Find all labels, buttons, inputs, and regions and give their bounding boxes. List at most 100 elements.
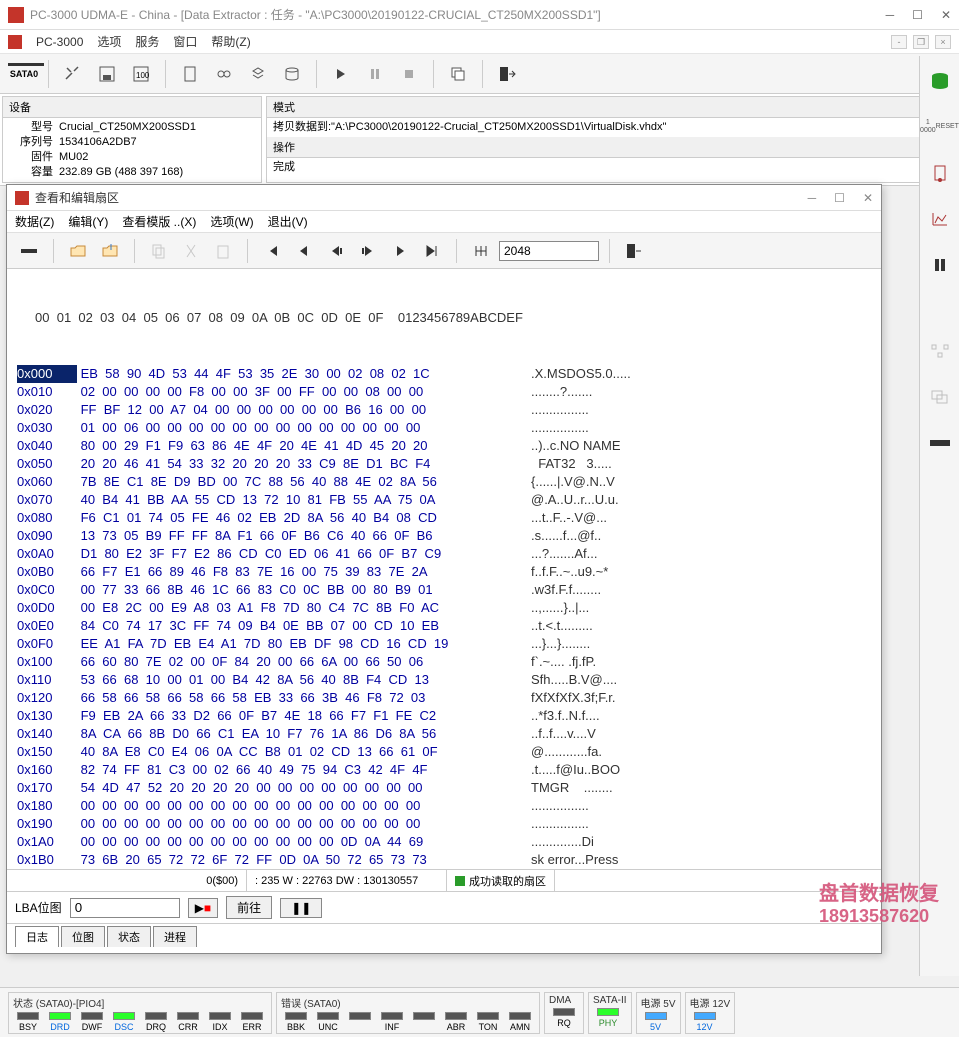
tab-bitmap[interactable]: 位图: [61, 926, 105, 947]
statusbar: 状态 (SATA0)-[PIO4]BSYDRDDWFDSCDRQCRRIDXER…: [0, 987, 959, 1037]
connector-sidebar-icon[interactable]: [927, 430, 953, 456]
hex-next-icon[interactable]: [386, 237, 414, 265]
hex-row[interactable]: 0x030 01 00 06 00 00 00 00 00 00 00 00 0…: [17, 419, 871, 437]
exit-icon[interactable]: [491, 58, 523, 90]
status-led: INF: [377, 1012, 407, 1032]
tab-status[interactable]: 状态: [107, 926, 151, 947]
document-icon[interactable]: [174, 58, 206, 90]
hex-menu-edit[interactable]: 编辑(Y): [68, 213, 108, 230]
windows-icon[interactable]: [927, 384, 953, 410]
menu-help[interactable]: 帮助(Z): [211, 33, 250, 50]
hex-row[interactable]: 0x020 FF BF 12 00 A7 04 00 00 00 00 00 0…: [17, 401, 871, 419]
hex-row[interactable]: 0x120 66 58 66 58 66 58 66 58 EB 33 66 3…: [17, 689, 871, 707]
tab-log[interactable]: 日志: [15, 926, 59, 947]
stop-icon[interactable]: [393, 58, 425, 90]
hex-goto-input[interactable]: [499, 241, 599, 261]
hex-prev-icon[interactable]: [290, 237, 318, 265]
hex-menu-template[interactable]: 查看模版 ..(X): [122, 213, 196, 230]
hex-menu-data[interactable]: 数据(Z): [15, 213, 54, 230]
hex-row[interactable]: 0x080 F6 C1 01 74 05 FE 46 02 EB 2D 8A 5…: [17, 509, 871, 527]
hex-open-icon[interactable]: [64, 237, 92, 265]
chip-icon[interactable]: [927, 160, 953, 186]
hex-row[interactable]: 0x0C0 00 77 33 66 8B 46 1C 66 83 C0 0C B…: [17, 581, 871, 599]
hex-row[interactable]: 0x190 00 00 00 00 00 00 00 00 00 00 00 0…: [17, 815, 871, 833]
menu-service[interactable]: 服务: [135, 33, 159, 50]
status-led: PHY: [593, 1008, 623, 1028]
hex-row[interactable]: 0x140 8A CA 66 8B D0 66 C1 EA 10 F7 76 1…: [17, 725, 871, 743]
hex-row[interactable]: 0x180 00 00 00 00 00 00 00 00 00 00 00 0…: [17, 797, 871, 815]
hex-row[interactable]: 0x090 13 73 05 B9 FF FF 8A F1 66 0F B6 C…: [17, 527, 871, 545]
hex-row[interactable]: 0x0F0 EE A1 FA 7D EB E4 A1 7D 80 EB DF 9…: [17, 635, 871, 653]
menu-options[interactable]: 选项: [97, 33, 121, 50]
hex-close[interactable]: ✕: [863, 191, 873, 205]
hex-last-icon[interactable]: [418, 237, 446, 265]
hex-row[interactable]: 0x100 66 60 80 7E 02 00 0F 84 20 00 66 6…: [17, 653, 871, 671]
lba-flag-button[interactable]: ▶■: [188, 898, 218, 918]
minimize-button[interactable]: ─: [886, 8, 895, 22]
disk-icon[interactable]: [276, 58, 308, 90]
chart-icon[interactable]: [927, 206, 953, 232]
menubar-app-icon: [8, 35, 22, 49]
drive-icon[interactable]: [927, 68, 953, 94]
play-icon[interactable]: [325, 58, 357, 90]
hex-view[interactable]: 00 01 02 03 04 05 06 07 08 09 0A 0B 0C 0…: [7, 269, 881, 869]
hex-exit-icon[interactable]: [620, 237, 648, 265]
pause-sidebar-icon[interactable]: [927, 252, 953, 278]
hex-row[interactable]: 0x070 40 B4 41 BB AA 55 CD 13 72 10 81 F…: [17, 491, 871, 509]
hex-row[interactable]: 0x000 EB 58 90 4D 53 44 4F 53 35 2E 30 0…: [17, 365, 871, 383]
percent-icon[interactable]: 100: [125, 58, 157, 90]
hex-row[interactable]: 0x050 20 20 46 41 54 33 32 20 20 20 33 C…: [17, 455, 871, 473]
maximize-button[interactable]: ☐: [912, 8, 923, 22]
hex-row[interactable]: 0x160 82 74 FF 81 C3 00 02 66 40 49 75 9…: [17, 761, 871, 779]
mdi-minimize[interactable]: -: [891, 35, 907, 49]
tree-icon[interactable]: [927, 338, 953, 364]
hex-row[interactable]: 0x1B0 73 6B 20 65 72 72 6F 72 FF 0D 0A 5…: [17, 851, 871, 869]
save-icon[interactable]: [91, 58, 123, 90]
hex-row[interactable]: 0x060 7B 8E C1 8E D9 BD 00 7C 88 56 40 8…: [17, 473, 871, 491]
pause-icon[interactable]: [359, 58, 391, 90]
hex-row[interactable]: 0x130 F9 EB 2A 66 33 D2 66 0F B7 4E 18 6…: [17, 707, 871, 725]
lba-go-button[interactable]: 前往: [226, 896, 272, 919]
hex-row[interactable]: 0x0E0 84 C0 74 17 3C FF 74 09 B4 0E BB 0…: [17, 617, 871, 635]
operation-value: 完成: [267, 158, 956, 177]
hex-row[interactable]: 0x010 02 00 00 00 00 F8 00 00 3F 00 FF 0…: [17, 383, 871, 401]
hex-maximize[interactable]: ☐: [834, 191, 845, 205]
hex-row[interactable]: 0x0B0 66 F7 E1 66 89 46 F8 83 7E 16 00 7…: [17, 563, 871, 581]
hex-menu-options[interactable]: 选项(W): [210, 213, 253, 230]
reset-icon[interactable]: 10000RESET: [927, 114, 953, 140]
mdi-restore[interactable]: ❐: [913, 35, 929, 49]
copy-icon[interactable]: [442, 58, 474, 90]
hex-prev2-icon[interactable]: [322, 237, 350, 265]
mdi-close[interactable]: ×: [935, 35, 951, 49]
hex-menu-exit[interactable]: 退出(V): [268, 213, 308, 230]
hex-next2-icon[interactable]: [354, 237, 382, 265]
binoculars-icon[interactable]: [208, 58, 240, 90]
close-button[interactable]: ✕: [941, 8, 951, 22]
status-led: ERR: [237, 1012, 267, 1032]
tab-process[interactable]: 进程: [153, 926, 197, 947]
lba-pause-button[interactable]: ❚❚: [280, 898, 322, 918]
hex-row[interactable]: 0x040 80 00 29 F1 F9 63 86 4E 4F 20 4E 4…: [17, 437, 871, 455]
hex-row[interactable]: 0x0A0 D1 80 E2 3F F7 E2 86 CD C0 ED 06 4…: [17, 545, 871, 563]
stack-icon[interactable]: [242, 58, 274, 90]
hex-row[interactable]: 0x1A0 00 00 00 00 00 00 00 00 00 00 00 0…: [17, 833, 871, 851]
hex-copy-icon[interactable]: [145, 237, 173, 265]
hex-save-icon[interactable]: [96, 237, 124, 265]
sata-button[interactable]: SATA0: [8, 58, 40, 90]
hex-paste-icon[interactable]: [209, 237, 237, 265]
hex-cut-icon[interactable]: [177, 237, 205, 265]
menu-window[interactable]: 窗口: [173, 33, 197, 50]
hex-minimize[interactable]: ─: [808, 191, 817, 205]
hex-first-icon[interactable]: [258, 237, 286, 265]
main-toolbar: SATA0 100: [0, 54, 959, 94]
hex-row[interactable]: 0x170 54 4D 47 52 20 20 20 20 00 00 00 0…: [17, 779, 871, 797]
status-group: 错误 (SATA0)BBKUNCINFABRTONAMN: [276, 992, 540, 1034]
hex-row[interactable]: 0x110 53 66 68 10 00 01 00 B4 42 8A 56 4…: [17, 671, 871, 689]
tools-icon[interactable]: [57, 58, 89, 90]
app-name: PC-3000: [36, 35, 83, 49]
hex-row[interactable]: 0x150 40 8A E8 C0 E4 06 0A CC B8 01 02 C…: [17, 743, 871, 761]
lba-input[interactable]: [70, 898, 180, 918]
hex-row[interactable]: 0x0D0 00 E8 2C 00 E9 A8 03 A1 F8 7D 80 C…: [17, 599, 871, 617]
hex-connector-icon[interactable]: [15, 237, 43, 265]
hex-goto-icon[interactable]: [467, 237, 495, 265]
